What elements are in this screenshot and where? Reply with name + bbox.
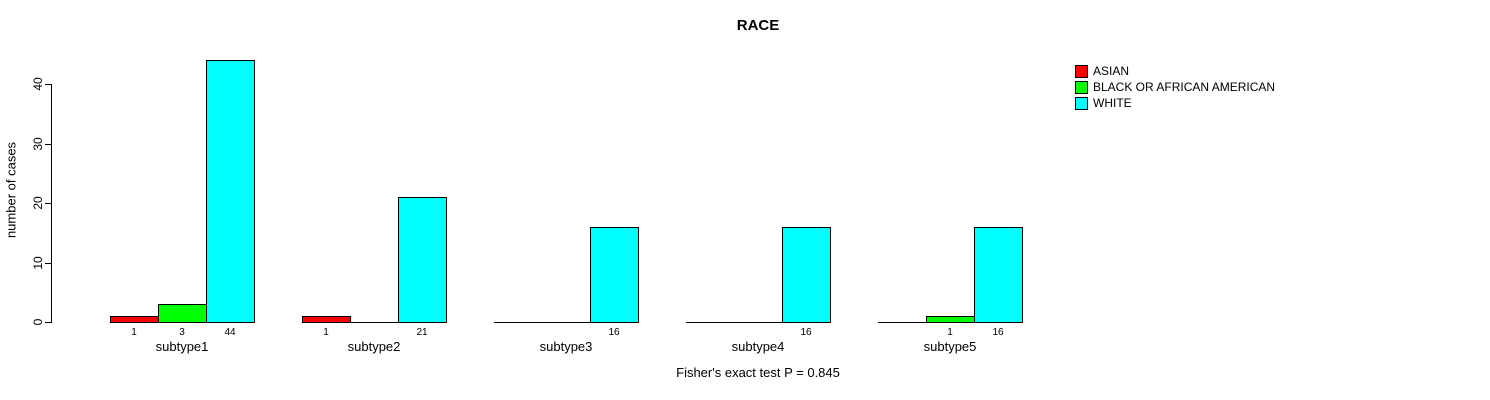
bar-white-subtype1 — [206, 60, 255, 323]
legend-label: ASIAN — [1093, 64, 1130, 78]
x-category-label-subtype4: subtype4 — [731, 339, 785, 354]
bar-value-label: 44 — [224, 327, 236, 338]
bar-value-label: 1 — [947, 327, 953, 338]
y-tick — [45, 84, 51, 85]
y-axis-line — [51, 84, 52, 323]
legend-label: WHITE — [1093, 96, 1132, 110]
bar-value-label: 3 — [179, 327, 185, 338]
group-baseline-subtype3 — [494, 322, 639, 323]
bar-value-label: 1 — [323, 327, 329, 338]
y-tick — [45, 144, 51, 145]
y-tick — [45, 203, 51, 204]
bar-value-label: 16 — [800, 327, 812, 338]
legend-item-white: WHITE — [1075, 95, 1275, 111]
x-category-label-subtype5: subtype5 — [923, 339, 977, 354]
x-category-label-subtype3: subtype3 — [539, 339, 593, 354]
y-tick — [45, 263, 51, 264]
x-category-label-subtype1: subtype1 — [155, 339, 209, 354]
group-baseline-subtype2 — [302, 322, 447, 323]
bar-value-label: 1 — [131, 327, 137, 338]
y-tick-label: 0 — [31, 318, 45, 326]
legend: ASIAN BLACK OR AFRICAN AMERICAN WHITE — [1075, 63, 1275, 111]
y-tick — [45, 322, 51, 323]
bar-white-subtype4 — [782, 227, 831, 323]
bar-value-label: 16 — [992, 327, 1004, 338]
bar-black-or-african-american-subtype5 — [926, 316, 975, 323]
legend-item-black-or-african-american: BLACK OR AFRICAN AMERICAN — [1075, 79, 1275, 95]
x-category-label-subtype2: subtype2 — [347, 339, 401, 354]
y-axis-label: number of cases — [3, 141, 19, 239]
legend-label: BLACK OR AFRICAN AMERICAN — [1093, 80, 1276, 94]
legend-item-asian: ASIAN — [1075, 63, 1275, 79]
bar-black-or-african-american-subtype1 — [158, 304, 207, 323]
annotation-fishers-exact-test: Fisher's exact test P = 0.845 — [676, 365, 840, 380]
y-tick-label: 20 — [31, 196, 45, 210]
y-tick-label: 30 — [31, 137, 45, 151]
bar-asian-subtype2 — [302, 316, 351, 323]
legend-swatch-asian — [1075, 64, 1088, 78]
chart-title: RACE — [736, 17, 780, 34]
bar-value-label: 16 — [608, 327, 620, 338]
bar-white-subtype3 — [590, 227, 639, 323]
bar-white-subtype5 — [974, 227, 1023, 323]
bar-asian-subtype1 — [110, 316, 159, 323]
legend-swatch-white — [1075, 96, 1088, 110]
group-baseline-subtype4 — [686, 322, 831, 323]
y-tick-label: 40 — [31, 77, 45, 91]
legend-swatch-black-or-african-american — [1075, 80, 1088, 94]
bar-value-label: 21 — [416, 327, 428, 338]
bar-white-subtype2 — [398, 197, 447, 323]
y-tick-label: 10 — [31, 256, 45, 270]
